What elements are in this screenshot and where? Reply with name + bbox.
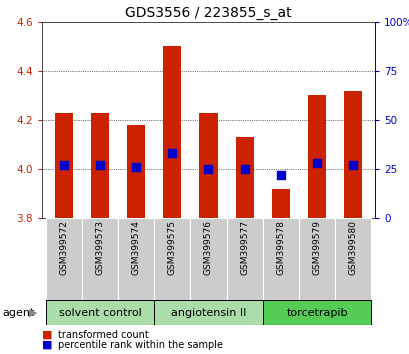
Bar — [335, 218, 371, 300]
Text: ■: ■ — [42, 330, 52, 340]
Bar — [82, 218, 118, 300]
Point — [169, 150, 175, 156]
Point — [60, 162, 67, 168]
Text: GSM399572: GSM399572 — [59, 221, 68, 275]
Bar — [235, 137, 253, 218]
Title: GDS3556 / 223855_s_at: GDS3556 / 223855_s_at — [125, 6, 291, 19]
Text: GSM399580: GSM399580 — [348, 221, 357, 275]
Text: GSM399579: GSM399579 — [312, 221, 321, 275]
Point — [349, 162, 356, 168]
Text: transformed count: transformed count — [58, 330, 149, 340]
Bar — [262, 218, 298, 300]
Bar — [91, 113, 109, 218]
Text: ▶: ▶ — [29, 308, 37, 318]
Text: GSM399575: GSM399575 — [167, 221, 176, 275]
Text: GSM399574: GSM399574 — [131, 221, 140, 275]
Point — [313, 160, 319, 166]
Bar — [54, 113, 72, 218]
Point — [97, 162, 103, 168]
Bar — [154, 218, 190, 300]
Bar — [298, 218, 335, 300]
Bar — [45, 218, 82, 300]
Text: percentile rank within the sample: percentile rank within the sample — [58, 340, 223, 350]
Text: agent: agent — [2, 308, 34, 318]
Point — [277, 172, 283, 178]
Text: angiotensin II: angiotensin II — [171, 308, 245, 318]
Text: ■: ■ — [42, 340, 52, 350]
Bar — [45, 300, 154, 325]
Text: solvent control: solvent control — [58, 308, 141, 318]
Bar — [163, 46, 181, 218]
Text: torcetrapib: torcetrapib — [285, 308, 347, 318]
Bar — [127, 125, 145, 218]
Bar — [226, 218, 262, 300]
Point — [133, 164, 139, 170]
Text: GSM399577: GSM399577 — [240, 221, 249, 275]
Bar — [271, 189, 289, 218]
Bar — [199, 113, 217, 218]
Text: GSM399576: GSM399576 — [204, 221, 213, 275]
Bar — [262, 300, 371, 325]
Bar — [190, 218, 226, 300]
Point — [241, 166, 247, 172]
Point — [205, 166, 211, 172]
Bar — [154, 300, 262, 325]
Bar — [344, 91, 362, 218]
Text: GSM399573: GSM399573 — [95, 221, 104, 275]
Bar — [118, 218, 154, 300]
Text: GSM399578: GSM399578 — [276, 221, 285, 275]
Bar — [307, 96, 325, 218]
